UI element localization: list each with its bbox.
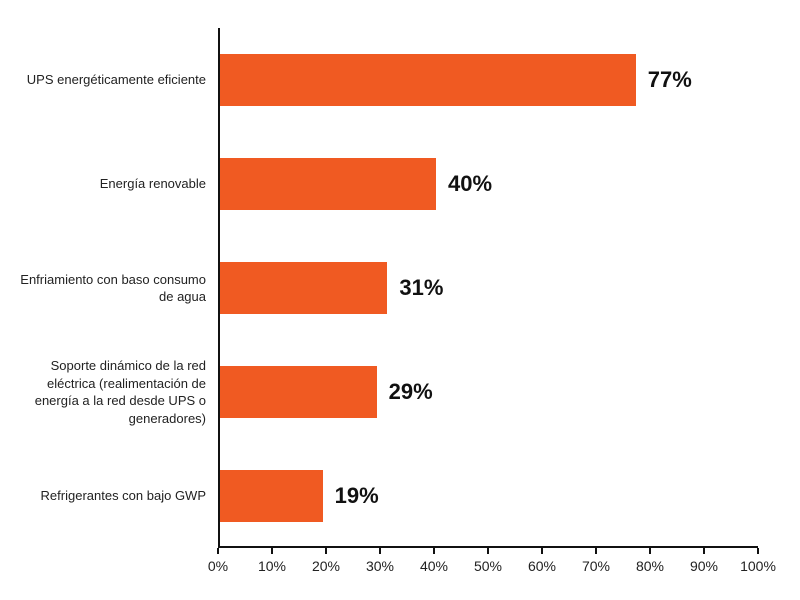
x-tick xyxy=(487,548,489,554)
horizontal-bar-chart: 0% 10% 20% 30% 40% 50% 60% 70% 80% 90% 100% 77% UPS … xyxy=(0,0,800,600)
category-label: Energía renovable xyxy=(6,175,206,193)
x-tick-label: 10% xyxy=(258,558,286,574)
x-tick-label: 100% xyxy=(740,558,776,574)
x-tick xyxy=(703,548,705,554)
x-tick xyxy=(595,548,597,554)
category-label: Refrigerantes con bajo GWP xyxy=(6,487,206,505)
x-tick-label: 20% xyxy=(312,558,340,574)
bar xyxy=(220,366,377,418)
bar-value-label: 77% xyxy=(648,67,692,93)
x-tick xyxy=(433,548,435,554)
bar xyxy=(220,54,636,106)
x-tick xyxy=(325,548,327,554)
x-tick xyxy=(757,548,759,554)
x-tick-label: 0% xyxy=(208,558,228,574)
x-tick xyxy=(271,548,273,554)
bar xyxy=(220,158,436,210)
x-tick-label: 90% xyxy=(690,558,718,574)
bar xyxy=(220,470,323,522)
category-label: Soporte dinámico de la red eléctrica (re… xyxy=(6,357,206,427)
bar-value-label: 19% xyxy=(335,483,379,509)
x-tick xyxy=(541,548,543,554)
x-tick-label: 30% xyxy=(366,558,394,574)
x-tick xyxy=(379,548,381,554)
bar xyxy=(220,262,387,314)
bar-value-label: 31% xyxy=(399,275,443,301)
x-tick-label: 50% xyxy=(474,558,502,574)
x-tick xyxy=(649,548,651,554)
x-tick-label: 80% xyxy=(636,558,664,574)
category-label: Enfriamiento con baso consumo de agua xyxy=(6,271,206,306)
bar-value-label: 29% xyxy=(389,379,433,405)
category-label: UPS energéticamente eficiente xyxy=(6,71,206,89)
x-tick-label: 70% xyxy=(582,558,610,574)
bar-value-label: 40% xyxy=(448,171,492,197)
x-tick xyxy=(217,548,219,554)
x-tick-label: 40% xyxy=(420,558,448,574)
x-tick-label: 60% xyxy=(528,558,556,574)
